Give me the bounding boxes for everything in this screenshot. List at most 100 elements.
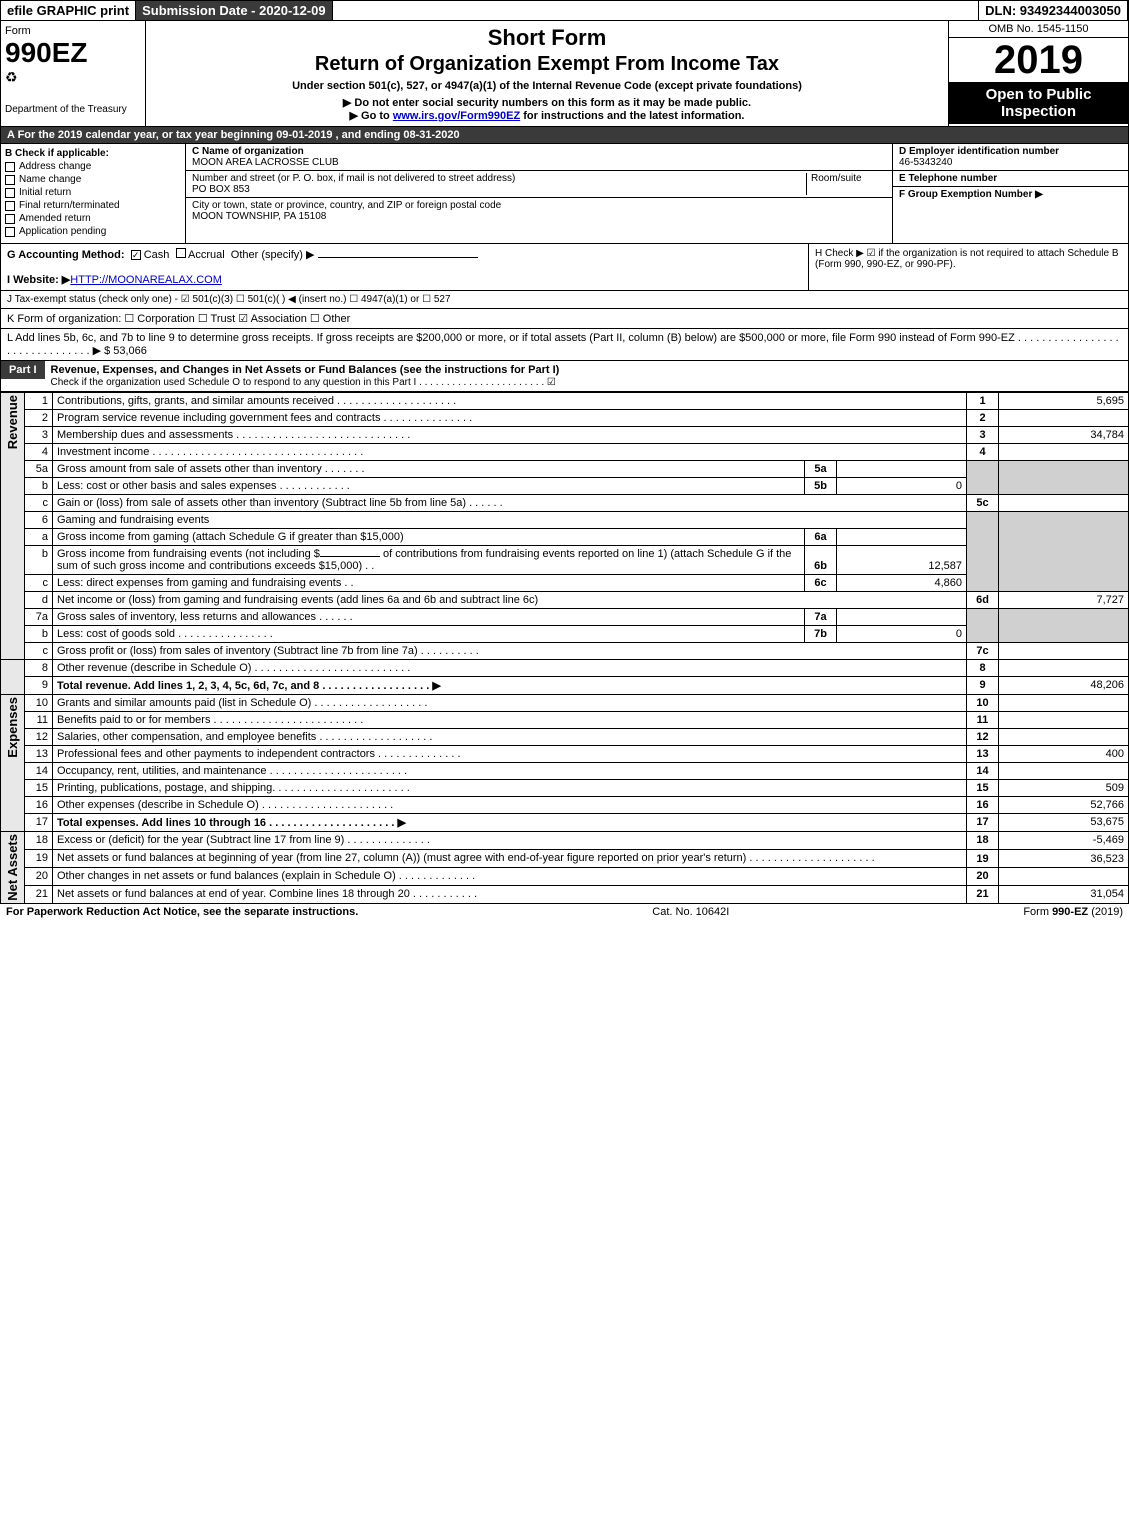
l6d-num: d xyxy=(25,592,53,609)
l13-val: 400 xyxy=(999,746,1129,763)
l6b-desc: Gross income from fundraising events (no… xyxy=(53,546,805,575)
l7ab-shade xyxy=(967,609,999,643)
l17-num: 17 xyxy=(25,814,53,832)
l6c-subcol: 6c xyxy=(805,575,837,592)
org-name-block: C Name of organization MOON AREA LACROSS… xyxy=(186,144,892,171)
row-l-value: 53,066 xyxy=(113,345,147,357)
city-label: City or town, state or province, country… xyxy=(192,200,501,211)
chk-initial-return[interactable]: Initial return xyxy=(5,187,181,198)
l11-num: 11 xyxy=(25,712,53,729)
l20-desc: Other changes in net assets or fund bala… xyxy=(53,867,967,885)
ein-label: D Employer identification number xyxy=(899,146,1059,157)
l9-val: 48,206 xyxy=(999,677,1129,695)
l6a-num: a xyxy=(25,529,53,546)
ssn-note: ▶ Do not enter social security numbers o… xyxy=(154,96,940,109)
l8-num: 8 xyxy=(25,660,53,677)
l5b-num: b xyxy=(25,478,53,495)
chk-cash[interactable] xyxy=(131,250,141,260)
room-suite-label: Room/suite xyxy=(806,173,886,195)
l6b-blank xyxy=(320,556,380,557)
chk-name-change-label: Name change xyxy=(19,174,81,185)
col-b-label: B Check if applicable: xyxy=(5,148,181,159)
org-name-label: C Name of organization xyxy=(192,146,304,157)
top-bar: efile GRAPHIC print Submission Date - 20… xyxy=(0,0,1129,21)
l17-desc-text: Total expenses. Add lines 10 through 16 … xyxy=(57,817,406,829)
page-footer: For Paperwork Reduction Act Notice, see … xyxy=(0,904,1129,920)
l7a-subcol: 7a xyxy=(805,609,837,626)
l16-num: 16 xyxy=(25,797,53,814)
chk-accrual[interactable] xyxy=(176,248,186,258)
l10-val xyxy=(999,695,1129,712)
chk-amended-return[interactable]: Amended return xyxy=(5,213,181,224)
l7c-col: 7c xyxy=(967,643,999,660)
omb-number: OMB No. 1545-1150 xyxy=(949,21,1128,38)
l1-num: 1 xyxy=(25,393,53,410)
l6d-val: 7,727 xyxy=(999,592,1129,609)
chk-name-change[interactable]: Name change xyxy=(5,174,181,185)
l12-col: 12 xyxy=(967,729,999,746)
l12-val xyxy=(999,729,1129,746)
l13-col: 13 xyxy=(967,746,999,763)
l12-num: 12 xyxy=(25,729,53,746)
l13-num: 13 xyxy=(25,746,53,763)
under-section: Under section 501(c), 527, or 4947(a)(1)… xyxy=(154,80,940,92)
l7a-desc: Gross sales of inventory, less returns a… xyxy=(53,609,805,626)
l5a-subval xyxy=(837,461,967,478)
dln-label: DLN: 93492344003050 xyxy=(979,1,1128,20)
l5b-subval: 0 xyxy=(837,478,967,495)
l16-val: 52,766 xyxy=(999,797,1129,814)
city-block: City or town, state or province, country… xyxy=(186,198,892,224)
l15-num: 15 xyxy=(25,780,53,797)
chk-address-change[interactable]: Address change xyxy=(5,161,181,172)
revenue-tab: Revenue xyxy=(1,393,25,660)
l4-num: 4 xyxy=(25,444,53,461)
header-left: Form 990EZ ♻ Department of the Treasury xyxy=(1,21,146,126)
l2-num: 2 xyxy=(25,410,53,427)
accrual-label: Accrual xyxy=(188,249,225,261)
col-c: C Name of organization MOON AREA LACROSS… xyxy=(186,144,893,243)
l11-desc: Benefits paid to or for members . . . . … xyxy=(53,712,967,729)
l15-desc: Printing, publications, postage, and shi… xyxy=(53,780,967,797)
part1-badge: Part I xyxy=(1,361,45,379)
irs-link[interactable]: www.irs.gov/Form990EZ xyxy=(393,110,520,122)
l9-num: 9 xyxy=(25,677,53,695)
chk-amended-return-label: Amended return xyxy=(19,213,91,224)
open-public: Open to Public Inspection xyxy=(949,82,1128,124)
l4-val xyxy=(999,444,1129,461)
l9-col: 9 xyxy=(967,677,999,695)
l6b-subcol: 6b xyxy=(805,546,837,575)
l5b-subcol: 5b xyxy=(805,478,837,495)
cash-label: Cash xyxy=(144,249,170,261)
l15-col: 15 xyxy=(967,780,999,797)
l17-val: 53,675 xyxy=(999,814,1129,832)
l6c-desc: Less: direct expenses from gaming and fu… xyxy=(53,575,805,592)
goto-note: ▶ Go to www.irs.gov/Form990EZ for instru… xyxy=(154,109,940,122)
return-title: Return of Organization Exempt From Incom… xyxy=(154,53,940,76)
l6b-d1: Gross income from fundraising events (no… xyxy=(57,548,320,560)
l7c-num: c xyxy=(25,643,53,660)
chk-final-return[interactable]: Final return/terminated xyxy=(5,200,181,211)
netassets-tab: Net Assets xyxy=(1,832,25,904)
efile-label[interactable]: efile GRAPHIC print xyxy=(1,1,136,20)
l3-desc: Membership dues and assessments . . . . … xyxy=(53,427,967,444)
l19-num: 19 xyxy=(25,849,53,867)
footer-right-pre: Form xyxy=(1023,906,1052,918)
l5c-desc: Gain or (loss) from sale of assets other… xyxy=(53,495,967,512)
address-value: PO BOX 853 xyxy=(192,184,250,195)
form-code: 990EZ xyxy=(5,37,141,69)
l1-desc: Contributions, gifts, grants, and simila… xyxy=(53,393,967,410)
chk-application-pending[interactable]: Application pending xyxy=(5,226,181,237)
footer-right-bold: 990-EZ xyxy=(1052,906,1088,918)
l4-desc: Investment income . . . . . . . . . . . … xyxy=(53,444,967,461)
website-link[interactable]: HTTP://MOONAREALAX.COM xyxy=(70,274,222,286)
l18-num: 18 xyxy=(25,832,53,850)
row-k: K Form of organization: ☐ Corporation ☐ … xyxy=(0,309,1129,329)
l7b-desc: Less: cost of goods sold . . . . . . . .… xyxy=(53,626,805,643)
g-label: G Accounting Method: xyxy=(7,249,125,261)
l15-val: 509 xyxy=(999,780,1129,797)
goto-post: for instructions and the latest informat… xyxy=(520,110,744,122)
info-grid: B Check if applicable: Address change Na… xyxy=(0,144,1129,244)
l3-col: 3 xyxy=(967,427,999,444)
l6c-subval: 4,860 xyxy=(837,575,967,592)
header-right: OMB No. 1545-1150 2019 Open to Public In… xyxy=(948,21,1128,126)
